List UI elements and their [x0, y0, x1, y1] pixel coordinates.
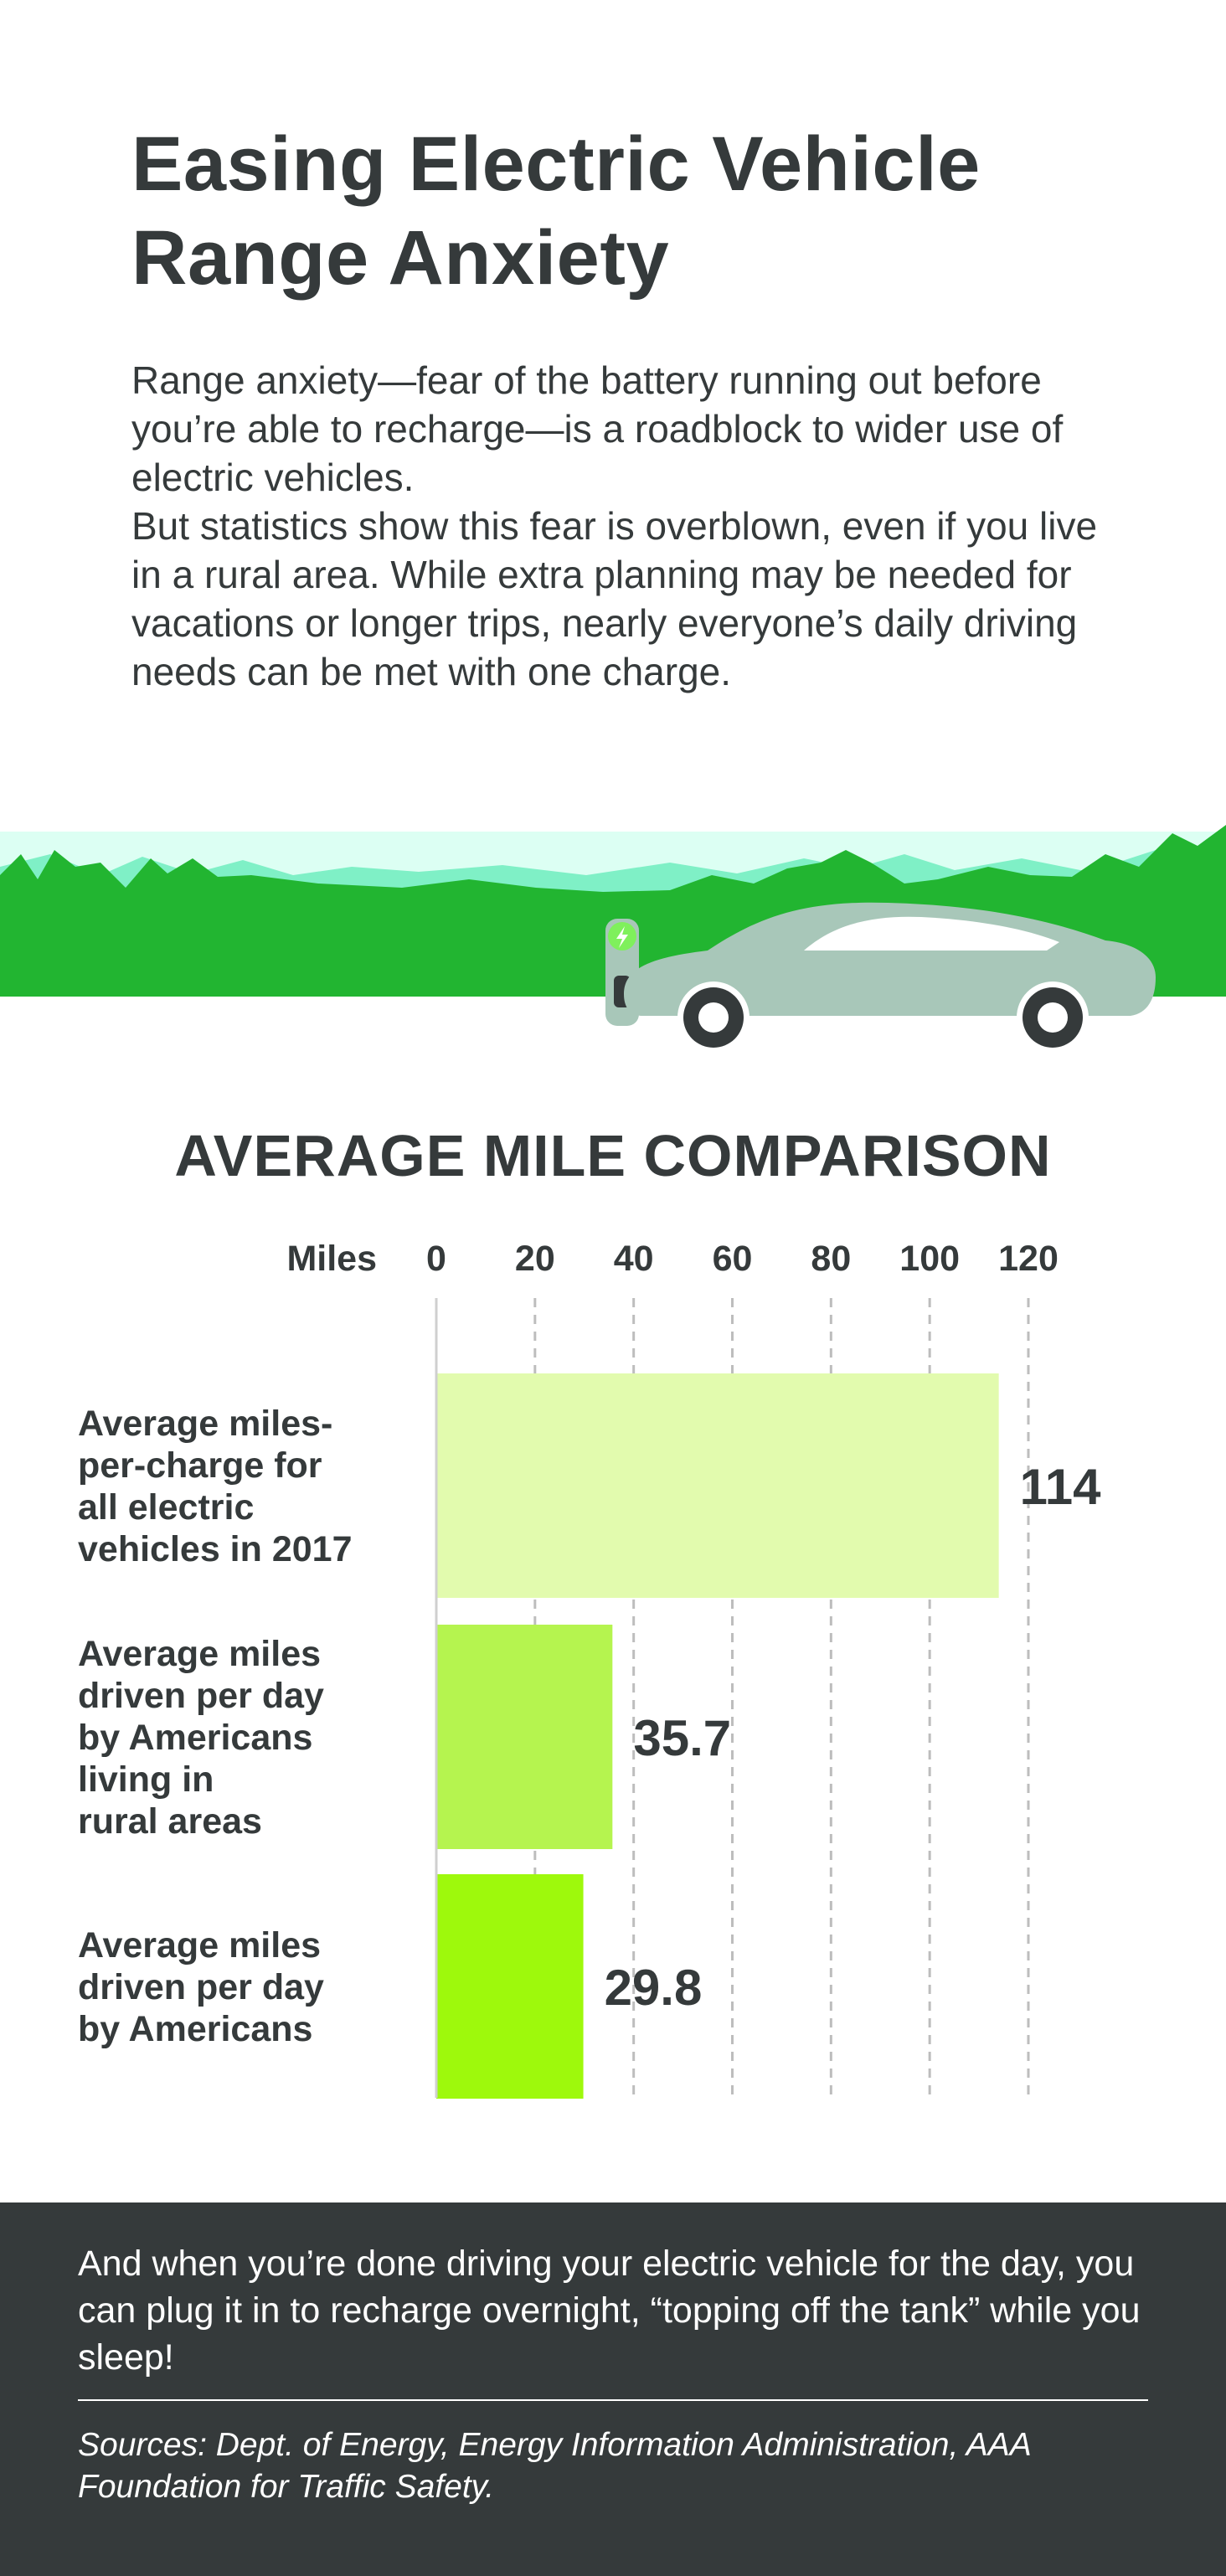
- category-label: per-charge for: [78, 1445, 322, 1486]
- x-tick-label: 120: [998, 1239, 1059, 1279]
- category-label: by Americans: [78, 2009, 312, 2049]
- value-label: 29.8: [605, 1960, 703, 2016]
- category-label: all electric: [78, 1487, 254, 1528]
- x-tick-label: 80: [811, 1239, 851, 1279]
- category-label: driven per day: [78, 1676, 324, 1716]
- x-tick-label: 40: [614, 1239, 654, 1279]
- intro-paragraph-1: Range anxiety—fear of the battery runnin…: [131, 358, 1064, 499]
- footer-panel: And when you’re done driving your electr…: [0, 2202, 1226, 2576]
- value-labels: 114 35.7 29.8: [605, 1459, 1102, 2016]
- category-label: vehicles in 2017: [78, 1529, 353, 1569]
- value-label: 35.7: [633, 1710, 731, 1766]
- category-label: Average miles: [78, 1634, 321, 1674]
- x-tick-label: 60: [713, 1239, 753, 1279]
- bar: [436, 1625, 613, 1849]
- bar: [436, 1874, 584, 2099]
- page-title: Easing Electric Vehicle Range Anxiety: [131, 121, 981, 301]
- landscape-illustration: [0, 825, 1226, 1068]
- category-label: living in: [78, 1759, 214, 1800]
- footer-sources: Sources: Dept. of Energy, Energy Informa…: [78, 2427, 1031, 2505]
- value-label: 114: [1020, 1459, 1101, 1515]
- intro-paragraph-2: But statistics show this fear is overblo…: [131, 504, 1098, 693]
- category-label: Average miles-: [78, 1404, 332, 1444]
- chart-title: AVERAGE MILE COMPARISON: [174, 1123, 1052, 1188]
- footer-message: And when you’re done driving your electr…: [78, 2244, 1141, 2378]
- x-tick-label: 0: [426, 1239, 446, 1279]
- electric-car-icon: [624, 902, 1156, 1054]
- category-label: rural areas: [78, 1801, 262, 1842]
- x-tick-label: 20: [515, 1239, 555, 1279]
- category-label: driven per day: [78, 1967, 324, 2007]
- bar: [436, 1373, 999, 1598]
- bar-chart: 0 20 40 60 80 100 120 Miles Average miles-per-…: [78, 1239, 1102, 2099]
- chart-bars: [436, 1373, 999, 2099]
- category-label: by Americans: [78, 1718, 312, 1758]
- footer-divider: [78, 2399, 1148, 2401]
- x-tick-labels: 0 20 40 60 80 100 120: [426, 1239, 1059, 1279]
- x-axis-label: Miles: [286, 1239, 377, 1279]
- intro-text: Range anxiety—fear of the battery runnin…: [131, 356, 1136, 696]
- category-label: Average miles: [78, 1925, 321, 1965]
- x-tick-label: 100: [899, 1239, 960, 1279]
